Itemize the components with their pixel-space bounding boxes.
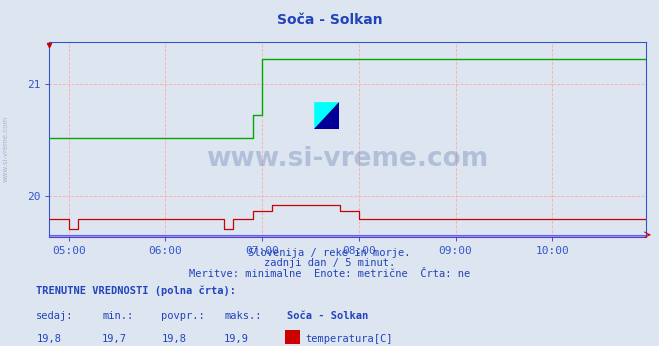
Text: povpr.:: povpr.: — [161, 311, 205, 321]
Text: 19,8: 19,8 — [161, 334, 186, 344]
Text: 19,7: 19,7 — [102, 334, 127, 344]
Text: 19,9: 19,9 — [224, 334, 249, 344]
Text: 19,8: 19,8 — [36, 334, 61, 344]
Polygon shape — [314, 102, 339, 129]
Text: Meritve: minimalne  Enote: metrične  Črta: ne: Meritve: minimalne Enote: metrične Črta:… — [189, 269, 470, 279]
Text: temperatura[C]: temperatura[C] — [305, 334, 393, 344]
Text: Soča - Solkan: Soča - Solkan — [277, 13, 382, 27]
Text: www.si-vreme.com: www.si-vreme.com — [206, 146, 489, 172]
Text: zadnji dan / 5 minut.: zadnji dan / 5 minut. — [264, 258, 395, 268]
Text: min.:: min.: — [102, 311, 133, 321]
Text: Soča - Solkan: Soča - Solkan — [287, 311, 368, 321]
Text: Slovenija / reke in morje.: Slovenija / reke in morje. — [248, 248, 411, 258]
Text: TRENUTNE VREDNOSTI (polna črta):: TRENUTNE VREDNOSTI (polna črta): — [36, 285, 236, 296]
Text: sedaj:: sedaj: — [36, 311, 74, 321]
Polygon shape — [314, 102, 339, 129]
Polygon shape — [314, 102, 339, 129]
Text: www.si-vreme.com: www.si-vreme.com — [2, 116, 9, 182]
Text: maks.:: maks.: — [224, 311, 262, 321]
